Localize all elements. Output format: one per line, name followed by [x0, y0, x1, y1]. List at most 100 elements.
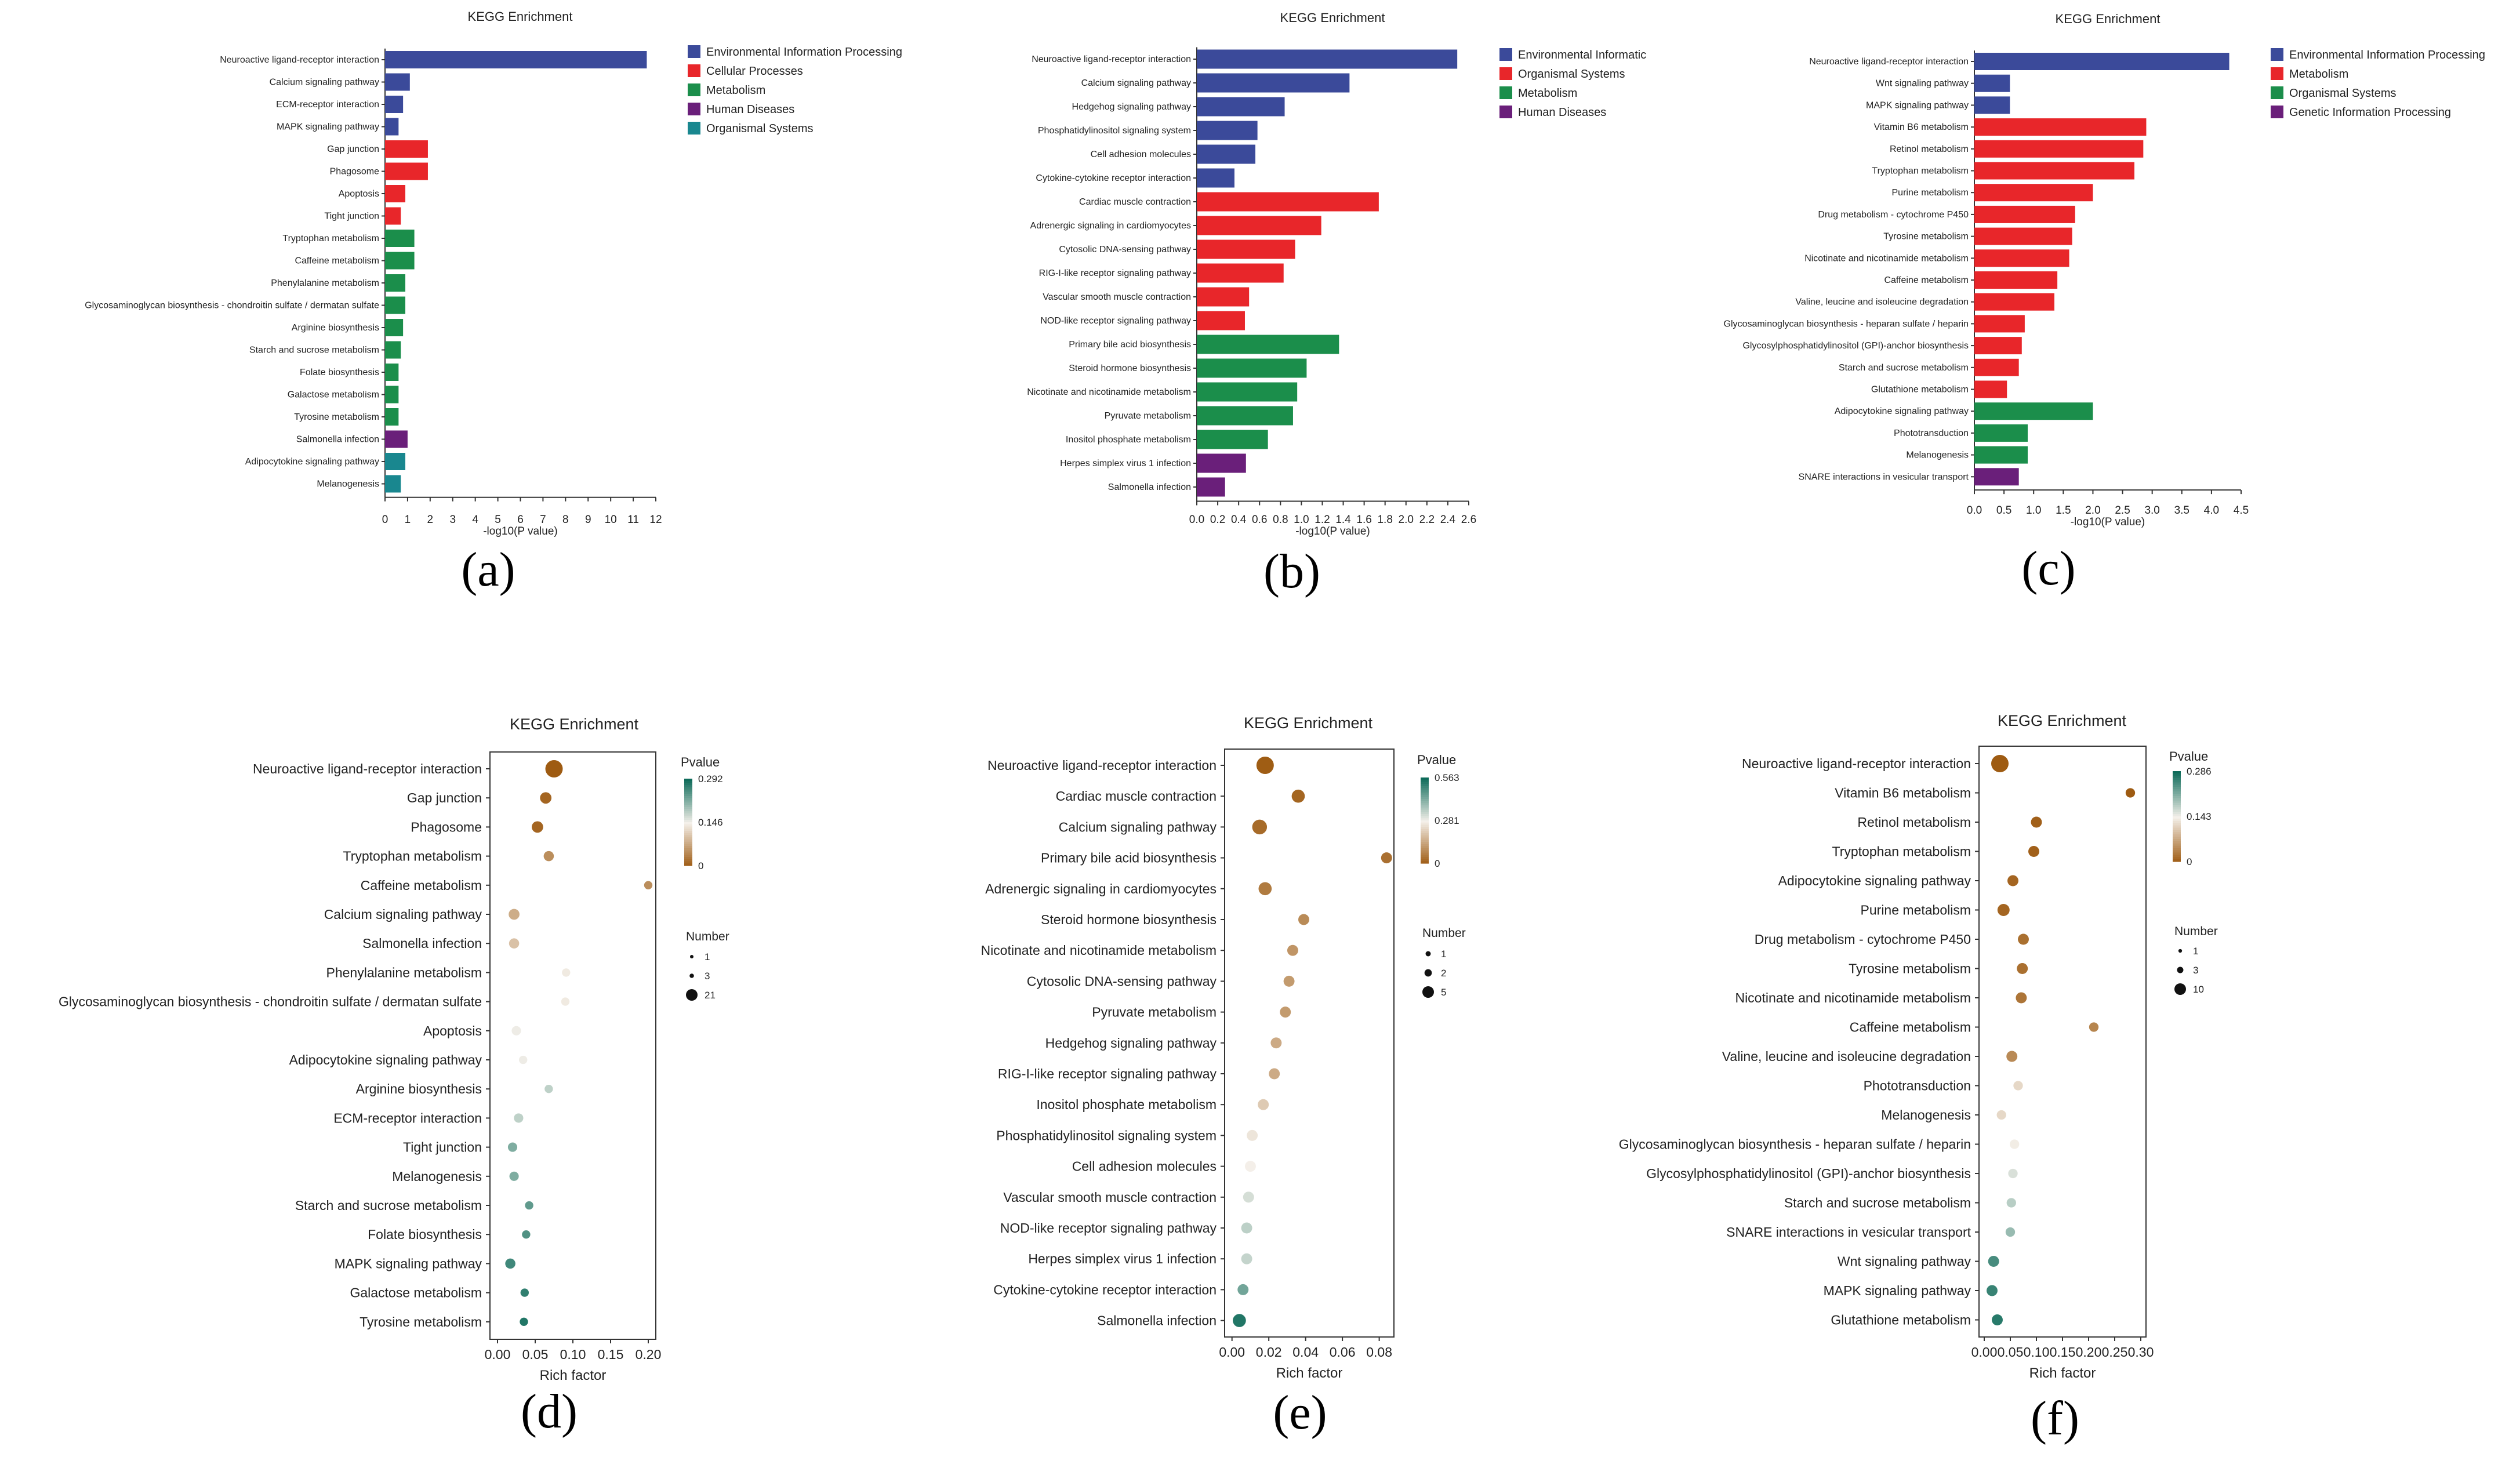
point-label: Nicotinate and nicotinamide metabolism: [1735, 990, 1971, 1005]
x-tick-label: 0.0: [1967, 504, 1982, 517]
colorbar-segment: [684, 815, 692, 819]
legend-label: Organismal Systems: [706, 122, 814, 135]
size-legend-title: Number: [686, 930, 729, 943]
bar-label: Melanogenesis: [317, 479, 379, 489]
bar-label: Melanogenesis: [1906, 450, 1969, 460]
bar: [1974, 227, 2072, 245]
bar-label: Galactose metabolism: [288, 390, 379, 400]
point-label: Tryptophan metabolism: [343, 849, 482, 864]
bar-label: MAPK signaling pathway: [277, 122, 379, 132]
colorbar-segment: [2173, 850, 2181, 853]
data-point: [1258, 882, 1272, 896]
size-legend-label: 21: [705, 990, 716, 1001]
data-point: [2031, 816, 2042, 828]
bar-label: Tryptophan metabolism: [282, 234, 379, 244]
charts-layer: KEGG Enrichment Neuroactive ligand-recept…: [59, 9, 2485, 1383]
x-tick-label: 12: [649, 514, 662, 526]
colorbar-max-label: 0.292: [698, 773, 723, 784]
point-label: Apoptosis: [423, 1023, 482, 1038]
bar: [385, 207, 401, 225]
x-tick-label: 0.30: [2128, 1345, 2154, 1360]
bar: [1974, 337, 2022, 355]
colorbar-segment: [2173, 784, 2181, 787]
x-tick-label: 0.6: [1252, 514, 1267, 526]
data-point: [1283, 975, 1295, 987]
point-label: Melanogenesis: [392, 1169, 482, 1184]
x-tick-label: 0.08: [1366, 1345, 1392, 1360]
x-tick-label: 0.04: [1292, 1345, 1319, 1360]
data-point: [1241, 1222, 1252, 1234]
x-tick-label: 8: [562, 514, 569, 526]
bar-label: Neuroactive ligand-receptor interaction: [220, 55, 379, 65]
x-tick-label: 0.10: [560, 1347, 586, 1362]
data-point: [1992, 1314, 2003, 1325]
legend-swatch: [1499, 67, 1512, 80]
legend-label: Metabolism: [2289, 68, 2348, 81]
colorbar-segment: [1421, 842, 1429, 845]
colorbar-segment: [684, 806, 692, 810]
bar-label: SNARE interactions in vesicular transpor…: [1799, 472, 1969, 482]
colorbar-title: Pvalue: [1417, 753, 1456, 767]
colorbar-segment: [2173, 852, 2181, 855]
point-label: Adipocytokine signaling pathway: [1778, 873, 1971, 888]
bar: [1974, 162, 2134, 180]
colorbar-segment: [1421, 859, 1429, 862]
x-tick-label: 0.00: [1219, 1345, 1245, 1360]
bar-label: Adrenergic signaling in cardiomyocytes: [1030, 221, 1191, 231]
colorbar-segment: [684, 855, 692, 858]
colorbar-segment: [1421, 848, 1429, 851]
colorbar-segment: [1421, 829, 1429, 832]
colorbar-segment: [684, 826, 692, 829]
data-point: [1280, 1007, 1291, 1018]
bar-label: MAPK signaling pathway: [1866, 100, 1969, 110]
bar: [1974, 380, 2007, 398]
x-axis-label: Rich factor: [540, 1368, 607, 1383]
colorbar-segment: [684, 833, 692, 836]
data-point: [1987, 1285, 1998, 1296]
point-label: Pyruvate metabolism: [1092, 1005, 1217, 1020]
bar-label: Adipocytokine signaling pathway: [1835, 406, 1969, 416]
bar-label: Phototransduction: [1894, 428, 1969, 438]
data-point: [2028, 846, 2039, 857]
point-label: Primary bile acid biosynthesis: [1041, 851, 1217, 866]
colorbar-segment: [2173, 820, 2181, 824]
point-label: Tyrosine metabolism: [360, 1314, 482, 1329]
point-label: Arginine biosynthesis: [356, 1081, 482, 1096]
data-point: [2006, 1198, 2016, 1208]
x-tick-label: 1.0: [1294, 514, 1309, 526]
point-label: Cell adhesion molecules: [1072, 1159, 1217, 1174]
bar-label: Glycosylphosphatidylinositol (GPI)-ancho…: [1742, 341, 1969, 351]
dot-chart-e: KEGG Enrichment Neuroactive ligand-recept…: [981, 714, 1465, 1381]
data-point: [644, 881, 653, 889]
bar: [1974, 249, 2069, 267]
legend-swatch: [1499, 86, 1512, 99]
size-legend-dot: [2178, 949, 2183, 953]
colorbar-segment: [684, 796, 692, 799]
colorbar-segment: [1421, 813, 1429, 817]
x-tick-label: 0.05: [522, 1347, 549, 1362]
data-point: [2006, 1051, 2018, 1062]
bar: [1197, 453, 1246, 473]
x-tick-label: 1.6: [1356, 514, 1371, 526]
point-label: Calcium signaling pathway: [1059, 819, 1217, 834]
data-point: [1287, 944, 1298, 956]
point-label: Tight junction: [403, 1140, 482, 1155]
colorbar-segment: [684, 831, 692, 834]
colorbar-segment: [684, 798, 692, 801]
point-label: Salmonella infection: [1097, 1313, 1217, 1328]
colorbar-segment: [684, 837, 692, 840]
colorbar-title: Pvalue: [681, 755, 720, 769]
colorbar-segment: [684, 813, 692, 816]
data-point: [1256, 757, 1274, 774]
colorbar-segment: [1421, 861, 1429, 864]
colorbar-segment: [2173, 845, 2181, 849]
size-legend-dot: [1422, 986, 1434, 998]
colorbar-segment: [684, 820, 692, 823]
bar-label: Wnt signaling pathway: [1876, 79, 1969, 89]
data-point: [1233, 1314, 1246, 1327]
bar-label: Arginine biosynthesis: [292, 323, 379, 333]
colorbar-title: Pvalue: [2169, 749, 2208, 764]
point-label: Steroid hormone biosynthesis: [1041, 912, 1217, 927]
bar-label: Starch and sucrose metabolism: [249, 346, 379, 355]
colorbar-segment: [1421, 809, 1429, 812]
